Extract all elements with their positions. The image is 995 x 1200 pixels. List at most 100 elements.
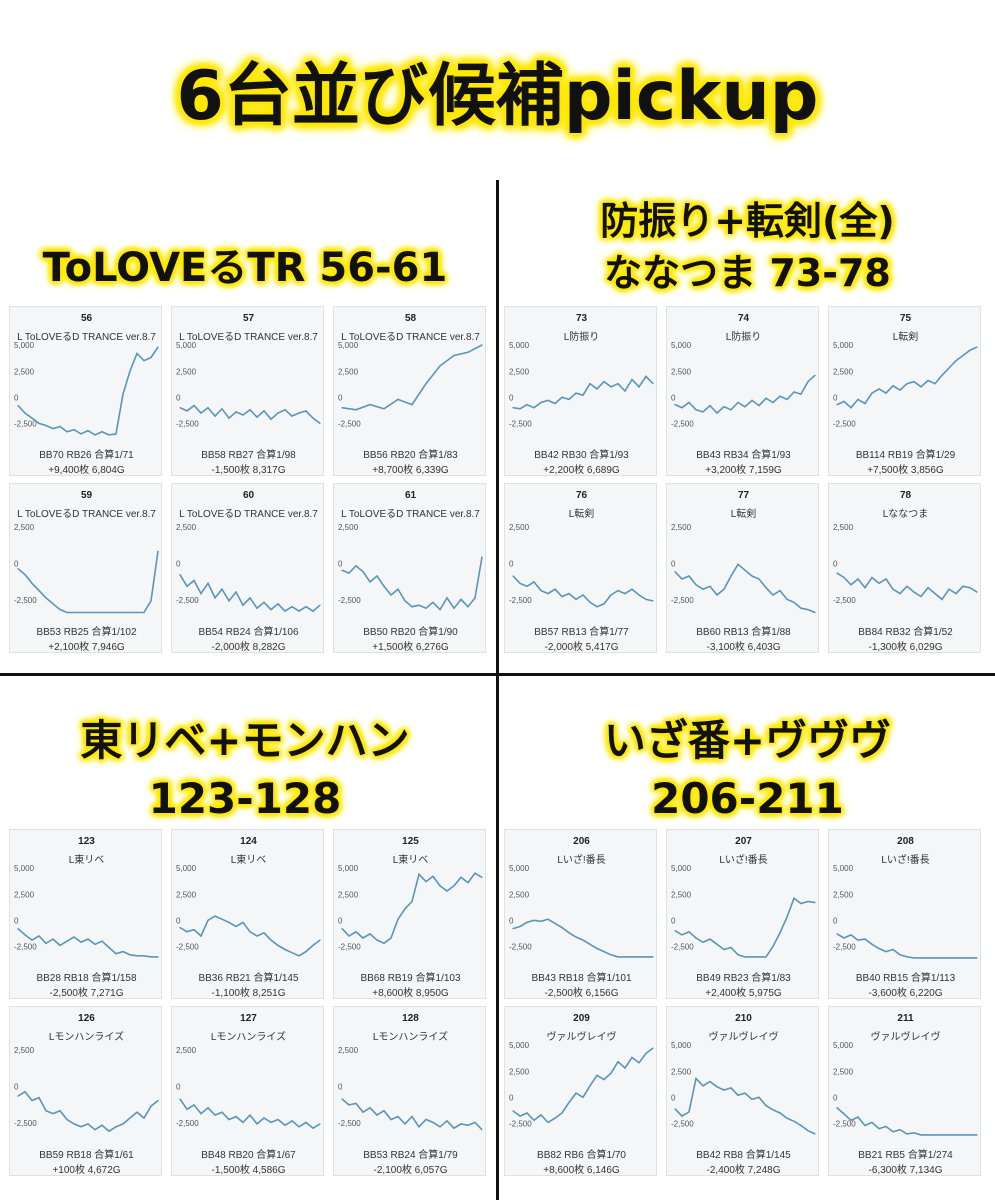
- data-point: [737, 401, 739, 404]
- data-point: [652, 383, 654, 385]
- data-point: [744, 956, 746, 958]
- data-point: [695, 937, 697, 939]
- y-tick-label: 5,000: [176, 864, 197, 873]
- data-point: [976, 957, 978, 959]
- data-point: [779, 395, 781, 397]
- data-point: [270, 1121, 272, 1123]
- data-point: [645, 956, 647, 958]
- data-point: [857, 1116, 859, 1118]
- y-tick-label: -2,500: [14, 943, 37, 952]
- result-summary: -1,300枚 6,029G: [868, 642, 943, 653]
- data-point: [214, 915, 216, 917]
- bonus-stats: BB48 RB20 合算1/67: [201, 1150, 296, 1161]
- series-line: [836, 1107, 977, 1136]
- data-point: [920, 957, 922, 959]
- data-point: [737, 954, 739, 956]
- data-point: [31, 1099, 33, 1102]
- y-tick-label: -2,500: [833, 943, 856, 952]
- data-point: [864, 938, 866, 940]
- data-point: [969, 1134, 971, 1136]
- data-point: [115, 953, 117, 955]
- machine-number: 73: [575, 313, 588, 324]
- y-tick-label: 0: [833, 1094, 838, 1103]
- result-summary: +1,500枚 6,276G: [372, 642, 449, 653]
- y-tick-label: 2,500: [833, 523, 854, 532]
- data-point: [575, 1092, 577, 1094]
- data-point: [800, 1124, 802, 1127]
- data-point: [561, 1112, 563, 1114]
- chart-card: 5,000 2,500 0 -2,500 211 ヴァルヴレイヴ BB21 RB5 合算1/…: [828, 1006, 981, 1176]
- chart-svg: 5,000 2,500 0 -2,500: [671, 864, 816, 958]
- data-point: [312, 417, 314, 419]
- y-tick-label: 0: [509, 917, 514, 926]
- result-summary: -3,100枚 6,403G: [706, 642, 781, 653]
- data-point: [341, 569, 343, 571]
- bonus-stats: BB36 RB21 合算1/145: [198, 973, 299, 984]
- data-point: [554, 922, 556, 924]
- data-point: [561, 595, 563, 598]
- data-point: [906, 585, 908, 587]
- data-point: [284, 1124, 286, 1126]
- data-point: [575, 392, 577, 394]
- data-point: [376, 939, 378, 941]
- data-point: [645, 375, 647, 377]
- series-line: [17, 346, 159, 436]
- y-tick-label: -2,500: [176, 943, 199, 952]
- data-point: [108, 946, 110, 949]
- data-point: [674, 404, 676, 406]
- data-point: [568, 1101, 570, 1104]
- chart-card: 5,000 2,500 0 -2,500 75 L転剣 BB114 RB19 合算1/29 +…: [828, 306, 981, 476]
- data-point: [793, 1120, 795, 1122]
- data-point: [235, 591, 237, 593]
- data-point: [674, 1108, 676, 1110]
- data-point: [221, 588, 223, 590]
- data-point: [927, 1134, 929, 1136]
- data-point: [31, 939, 33, 941]
- data-point: [709, 1081, 711, 1083]
- bonus-stats: BB60 RB13 合算1/88: [696, 627, 791, 638]
- data-point: [976, 591, 978, 593]
- data-point: [878, 1128, 880, 1130]
- machine-name: Lモンハンライズ: [48, 1032, 125, 1043]
- y-tick-label: 2,500: [14, 367, 35, 376]
- bonus-stats: BB42 RB8 合算1/145: [696, 1150, 791, 1161]
- y-tick-label: 2,500: [509, 890, 530, 899]
- series-line: [836, 933, 977, 959]
- y-tick-label: -2,500: [338, 943, 361, 952]
- data-point: [467, 606, 469, 608]
- data-point: [906, 956, 908, 958]
- y-tick-label: 0: [338, 1083, 343, 1092]
- data-point: [807, 609, 809, 611]
- data-point: [688, 931, 690, 933]
- y-tick-label: -2,500: [509, 420, 532, 429]
- data-point: [45, 1110, 47, 1112]
- data-point: [709, 938, 711, 940]
- data-point: [554, 402, 556, 405]
- data-point: [193, 405, 195, 407]
- data-point: [136, 352, 138, 354]
- data-point: [519, 925, 521, 928]
- data-point: [948, 588, 950, 590]
- data-point: [418, 604, 420, 606]
- data-point: [80, 611, 82, 614]
- data-point: [709, 585, 711, 587]
- data-point: [645, 598, 647, 600]
- machine-number: 128: [402, 1013, 419, 1024]
- series-line: [512, 375, 654, 410]
- page-title: 6台並び候補pickup: [176, 57, 819, 136]
- data-point: [645, 1052, 647, 1054]
- machine-name: Lいざ!番長: [557, 855, 606, 866]
- data-point: [730, 946, 732, 949]
- y-tick-label: 0: [14, 560, 19, 569]
- machine-number: 127: [240, 1013, 257, 1024]
- data-point: [362, 571, 364, 573]
- data-point: [603, 381, 605, 383]
- data-point: [892, 948, 894, 951]
- machine-number: 59: [80, 490, 93, 501]
- data-point: [730, 409, 732, 411]
- data-point: [526, 1112, 528, 1114]
- data-point: [305, 606, 307, 608]
- data-point: [277, 1118, 279, 1121]
- data-point: [474, 597, 476, 599]
- machine-number: 211: [897, 1013, 914, 1024]
